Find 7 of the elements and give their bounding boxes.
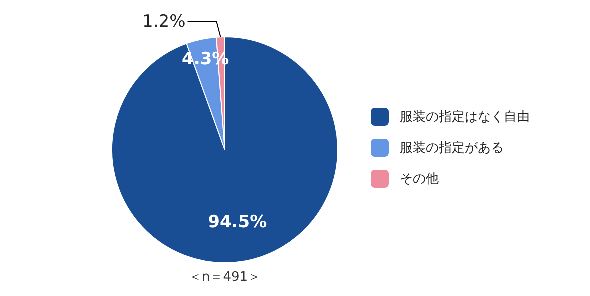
legend-label: その他 xyxy=(400,171,439,188)
pie-slice xyxy=(112,36,338,264)
legend-label: 服装の指定がある xyxy=(400,140,504,157)
text: ＜n＝491＞ xyxy=(188,269,262,286)
data-label: 1.2% xyxy=(142,12,186,32)
legend-label: 服装の指定はなく自由 xyxy=(400,109,530,126)
data-label: 94.5% xyxy=(208,212,268,232)
